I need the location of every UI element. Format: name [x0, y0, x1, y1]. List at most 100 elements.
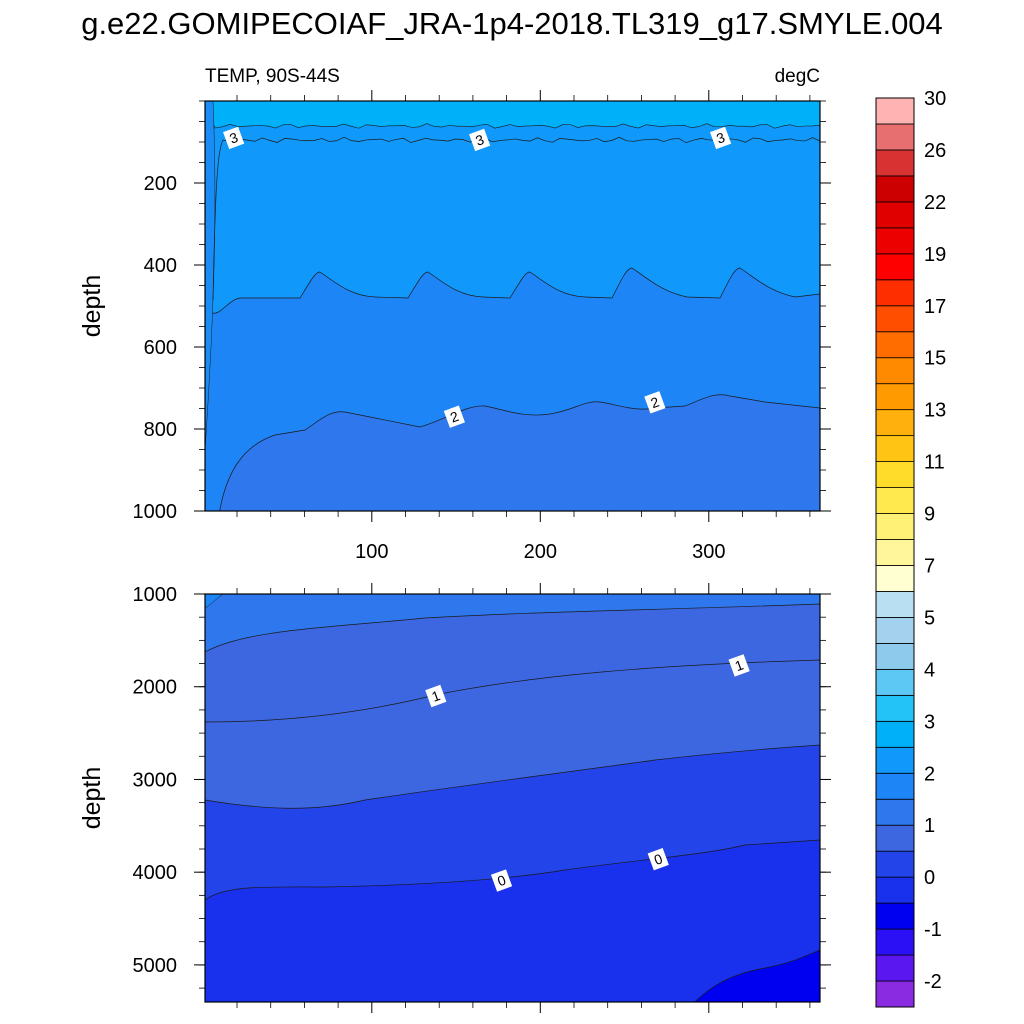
colorbar-tick-label: 11	[924, 452, 945, 474]
colorbar-tick-label: -1	[924, 919, 942, 941]
colorbar-swatch	[875, 798, 915, 826]
colorbar-swatch	[875, 824, 915, 852]
colorbar-swatch	[875, 97, 915, 125]
fill-level-m0p5	[205, 839, 820, 1002]
y-tick-label: 200	[144, 173, 177, 195]
colorbar-frame	[875, 97, 915, 1008]
colorbar-swatch	[875, 643, 915, 670]
colorbar-swatch	[875, 175, 915, 203]
colorbar-swatch	[875, 409, 915, 437]
colorbar-swatch	[875, 539, 915, 566]
colorbar-tick-label: 2	[924, 763, 935, 785]
contour-label: 1	[728, 654, 750, 677]
upper-panel: 100 200 300 200 400 600 800 1000 depth 3 3 3 2 2	[78, 90, 831, 563]
contour-label-bg	[443, 405, 465, 428]
colorbar-tick-label: 7	[924, 555, 935, 577]
colorbar-swatch	[875, 279, 915, 307]
contour-label-bg	[644, 391, 666, 414]
contour-label: 0	[490, 869, 513, 892]
contour-label-bg	[490, 869, 513, 892]
contour-label: 3	[469, 128, 491, 152]
x-tick-label: 300	[692, 541, 725, 563]
contour-label: 0	[647, 848, 669, 871]
y-tick-label: 4000	[133, 862, 178, 884]
colorbar-swatch	[875, 954, 915, 982]
chart-title: g.e22.GOMIPECOIAF_JRA-1p4-2018.TL319_g17…	[81, 6, 943, 41]
y-tick-label: 3000	[133, 769, 178, 791]
colorbar-tick-label: -2	[924, 971, 942, 993]
contour-line-3	[212, 136, 821, 301]
colorbar-swatch	[875, 435, 915, 462]
colorbar-swatch	[875, 331, 915, 359]
colorbar: -2 -1 0 1 2 3 4 5 7 9 11 13 15 17 19 22 26 30	[875, 88, 946, 1008]
x-tick-label: 100	[355, 541, 388, 563]
contour-label: 2	[443, 405, 465, 428]
colorbar-swatch	[875, 591, 915, 618]
units-label: degC	[775, 66, 820, 87]
y-tick-label: 2000	[133, 677, 178, 699]
colorbar-swatch	[875, 305, 915, 333]
colorbar-tick-label: 30	[924, 88, 946, 110]
contour-label: 2	[644, 391, 666, 414]
y-axis-label: depth	[78, 275, 106, 338]
variable-label: TEMP, 90S-44S	[205, 66, 340, 87]
colorbar-swatch	[875, 720, 915, 748]
fill-level-2	[219, 394, 820, 511]
x-tick-label: 200	[524, 541, 557, 563]
colorbar-swatch	[875, 617, 915, 644]
contour-label: 3	[223, 126, 245, 150]
contour-label-bg	[647, 848, 669, 871]
y-tick-label: 1000	[133, 501, 178, 523]
colorbar-swatch	[875, 123, 915, 151]
colorbar-tick-label: 15	[924, 348, 946, 370]
colorbar-swatch	[875, 487, 915, 514]
plot-frame	[204, 593, 821, 1003]
fill-level-m1	[694, 949, 820, 1002]
contour-label-bg	[469, 128, 491, 152]
contour-label-bg	[709, 126, 732, 150]
colorbar-swatch	[875, 357, 915, 385]
colorbar-swatch	[875, 513, 915, 540]
y-tick-label: 800	[144, 419, 177, 441]
colorbar-tick-label: 3	[924, 711, 935, 733]
contour-label-bg	[728, 654, 750, 677]
y-tick-label: 400	[144, 255, 177, 277]
colorbar-swatch	[875, 850, 915, 878]
colorbar-tick-label: 4	[924, 659, 935, 681]
colorbar-swatch	[875, 746, 915, 774]
colorbar-swatch	[875, 383, 915, 411]
contour-label: 3	[709, 126, 732, 150]
y-axis-label: depth	[78, 767, 106, 830]
colorbar-swatch	[875, 201, 915, 229]
contour-label-bg	[223, 126, 245, 150]
colorbar-swatch	[875, 253, 915, 281]
lower-panel: 1000 2000 3000 4000 5000 depth 1 1 0 0	[78, 583, 831, 1013]
colorbar-tick-label: 13	[924, 400, 946, 422]
colorbar-tick-label: 0	[924, 867, 935, 889]
colorbar-tick-label: 1	[924, 815, 935, 837]
colorbar-swatch	[875, 668, 915, 696]
colorbar-swatch	[875, 876, 915, 904]
contour-label: 1	[425, 684, 447, 708]
colorbar-swatch	[875, 902, 915, 930]
fill-level-4	[205, 101, 820, 129]
y-tick-label: 5000	[133, 955, 178, 977]
colorbar-tick-label: 5	[924, 607, 935, 629]
colorbar-tick-label: 9	[924, 504, 935, 526]
colorbar-tick-label: 26	[924, 140, 946, 162]
contour-label-bg	[425, 684, 447, 708]
colorbar-swatch	[875, 772, 915, 800]
colorbar-swatch	[875, 928, 915, 956]
colorbar-swatch	[875, 694, 915, 722]
y-tick-label: 1000	[133, 584, 178, 606]
colorbar-swatch	[875, 980, 915, 1008]
colorbar-tick-label: 17	[924, 296, 946, 318]
colorbar-swatch	[875, 227, 915, 255]
y-tick-label: 600	[144, 337, 177, 359]
colorbar-tick-label: 22	[924, 192, 946, 214]
colorbar-swatch	[875, 149, 915, 177]
colorbar-swatch	[875, 461, 915, 488]
colorbar-swatch	[875, 565, 915, 592]
colorbar-tick-label: 19	[924, 244, 946, 266]
